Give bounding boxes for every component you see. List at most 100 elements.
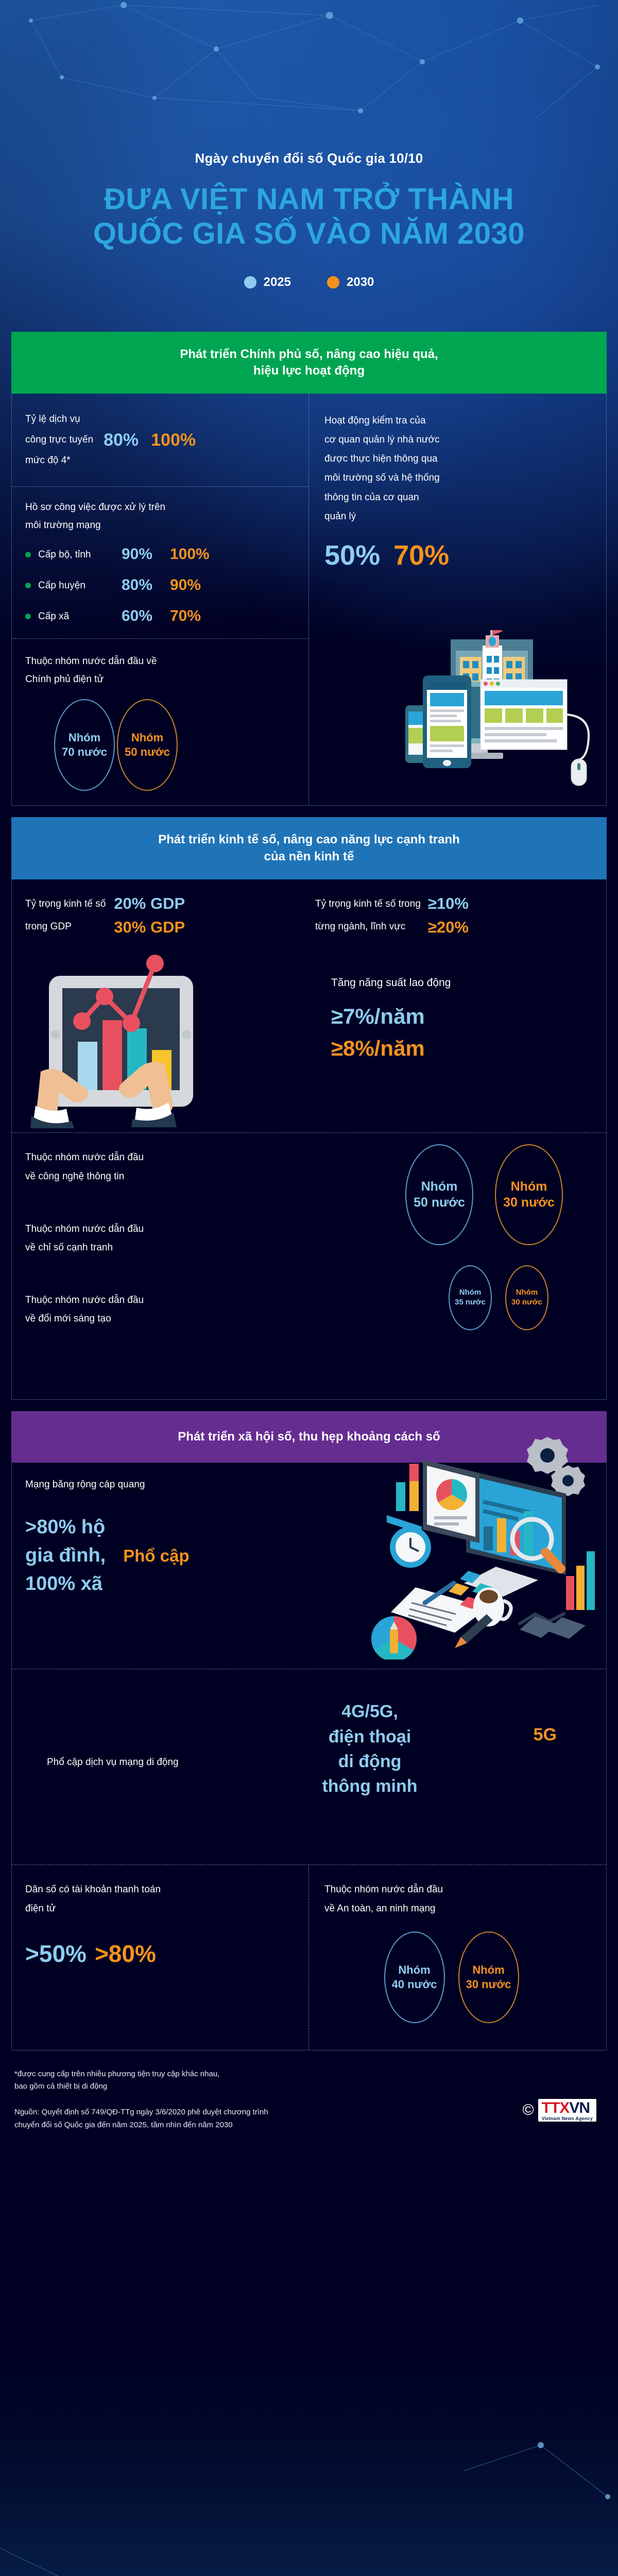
ttxvn-logo: © TTXVN Vietnam News Agency [523,2099,596,2122]
metric-gdp-share-2030: 30% GDP [114,918,185,936]
payment-security-block: Dân số có tài khoản thanh toán điện tử >… [12,1865,606,2050]
oval-2025: Nhóm 50 nước [405,1144,473,1246]
label-line-1: Thuộc nhóm nước dẫn đầu [324,1884,443,1895]
oval-line-1: Nhóm [421,1179,458,1194]
metric-fiber-broadband-label: Mạng băng rộng cáp quang [25,1479,145,1490]
logo-ttx: TTX [541,2099,570,2117]
section-1-band-line-2: hiệu lực hoạt động [253,363,365,378]
metric-online-services-2025: 80% [104,430,139,450]
oval-line-1: Nhóm [398,1963,431,1977]
footnote: *được cung cấp trên nhiều phương tiện tr… [14,2068,604,2093]
logo-vn: VN [569,2099,590,2117]
metric-fiber-broadband-2025: >80% hộ gia đình, 100% xã [25,1513,106,1598]
metric-epayment-2025: >50% [25,1940,87,1967]
label-line-5: thông tin của cơ quan [324,492,419,503]
metric-labor-productivity: Tăng năng suất lao động ≥7%/năm ≥8%/năm [12,947,606,1132]
label-line-3: mức độ 4* [25,455,71,466]
bullet-dot-icon [25,551,31,557]
oval-line-2: 30 nước [503,1195,555,1210]
source-line-1: Nguồn: Quyết định số 749/QĐ-TTg ngày 3/6… [14,2108,268,2117]
value-line-3: di động [338,1752,402,1772]
source-line-2: chuyển đổi số Quốc gia đến năm 2025, tầm… [14,2121,233,2130]
label-line-1: Tỷ trọng kinh tế số trong [315,899,421,910]
section-1-right-column: Hoạt động kiểm tra của cơ quan quản lý n… [309,394,606,805]
ranking-it-ovals: Nhóm 50 nước Nhóm 30 nước [405,1144,563,1246]
row-value-2025: 90% [122,546,153,563]
bullet-dot-icon [25,613,31,619]
legend-item-2025: 2025 [244,275,291,290]
row-value-2030: 70% [170,607,201,625]
oval-line-1: Nhóm [516,1288,538,1297]
section-1-left-column: Tỷ lệ dịch vụ công trực tuyến mức độ 4* … [12,394,309,806]
section-2-band: Phát triển kinh tế số, nâng cao năng lực… [11,817,607,880]
metric-labor-productivity-2030: ≥8%/năm [331,1036,425,1061]
metric-mobile-network-label: Phổ cập dịch vụ mạng di động [47,1757,179,1768]
metric-state-inspection: Hoạt động kiểm tra của cơ quan quản lý n… [309,394,606,571]
metric-sector-share-2025: ≥10% [427,894,469,912]
label-line-1: Thuộc nhóm nước dẫn đầu về [25,656,157,667]
oval-2025: Nhóm 40 nước [384,1931,445,2023]
row-value-2025: 80% [122,577,153,594]
label-line-2: môi trường mạng [25,520,101,531]
legend-dot-2025 [244,276,256,289]
metric-work-records: Hồ sơ công việc được xử lý trên môi trườ… [12,487,308,639]
metric-cybersecurity-label: Thuộc nhóm nước dẫn đầu về An toàn, an n… [324,1880,594,1918]
label-line-1: Hoạt động kiểm tra của [324,415,426,427]
oval-line-2: 30 nước [511,1298,542,1307]
label-line-2: cơ quan quản lý nhà nước [324,434,440,446]
row-label: Cấp xã [38,611,70,622]
section-xa-hoi-so: Phát triển xã hội số, thu hẹp khoảng các… [11,1411,607,2051]
source-note: Nguồn: Quyết định số 749/QĐ-TTg ngày 3/6… [14,2106,604,2132]
oval-line-1: Nhóm [510,1179,547,1194]
row-value-2030: 100% [170,546,210,563]
section-1-body: Tỷ lệ dịch vụ công trực tuyến mức độ 4* … [11,394,607,806]
metric-mobile-network-2030: 5G [533,1725,557,1745]
rankings-block: Thuộc nhóm nước dẫn đầu về công nghệ thô… [12,1132,606,1342]
section-3-band: Phát triển xã hội số, thu hẹp khoảng các… [11,1411,607,1463]
network-graphic-bottom [0,2442,610,2576]
label-line-1: Thuộc nhóm nước dẫn đầu [25,1294,144,1306]
ranking-competitiveness-label: Thuộc nhóm nước dẫn đầu về chỉ số cạnh t… [25,1220,320,1257]
value-line-3: 100% xã [25,1573,103,1595]
oval-2030: Nhóm 30 nước [495,1144,563,1246]
oval-line-2: 70 nước [62,745,107,758]
metric-online-services-2030: 100% [151,430,196,450]
oval-line-2: 50 nước [414,1195,465,1210]
footnote-line-1: *được cung cấp trên nhiều phương tiện tr… [14,2070,220,2079]
label-line-3: được thực hiện thông qua [324,453,438,465]
oval-2025: Nhóm 70 nước [54,699,115,791]
row-value-2025: 60% [122,607,153,625]
network-graphic-top [29,2,600,119]
section-2-band-line-1: Phát triển kinh tế số, nâng cao năng lực… [158,833,460,847]
metric-mobile-network: Phổ cập dịch vụ mạng di động 4G/5G, điện… [12,1669,606,1865]
label-line-1: Thuộc nhóm nước dẫn đầu [25,1223,144,1234]
row-value-2030: 90% [170,577,201,594]
oval-line-2: 50 nước [125,745,170,758]
metric-work-records-label: Hồ sơ công việc được xử lý trên môi trườ… [25,498,296,534]
header: Ngày chuyển đổi số Quốc gia 10/10 ĐƯA VI… [0,0,618,290]
footnote-line-2: bao gồm cả thiết bị di động [14,2082,108,2091]
metric-fiber-broadband: Mạng băng rộng cáp quang >80% hộ gia đìn… [12,1437,606,1669]
oval-2030: Nhóm 50 nước [117,699,178,791]
oval-line-2: 40 nước [391,1977,437,1991]
metric-cybersecurity: Thuộc nhóm nước dẫn đầu về An toàn, an n… [309,1865,606,2050]
metric-gdp-share-label: Tỷ trọng kinh tế số trong GDP [25,893,106,938]
metric-gdp-share-2025: 20% GDP [114,894,185,912]
egov-devices-illustration [405,630,590,786]
label-line-1: Tỷ trọng kinh tế số [25,899,106,910]
bullet-dot-icon [25,582,31,588]
page-title: ĐƯA VIỆT NAM TRỞ THÀNH QUỐC GIA SỐ VÀO N… [0,182,618,251]
oval-line-1: Nhóm [472,1963,505,1977]
label-line-1: Hồ sơ công việc được xử lý trên [25,501,166,513]
egov-oval-group: Nhóm 70 nước Nhóm 50 nước [25,699,296,791]
oval-line-1: Nhóm [459,1288,482,1297]
oval-2030: Nhóm 30 nước [505,1265,548,1331]
metric-labor-productivity-block: Tăng năng suất lao động ≥7%/năm ≥8%/năm [331,975,451,1061]
metric-labor-productivity-label: Tăng năng suất lao động [331,977,451,989]
section-kinh-te-so: Phát triển kinh tế số, nâng cao năng lực… [11,817,607,1400]
section-1-band: Phát triển Chính phủ số, nâng cao hiệu q… [11,331,607,394]
metric-epayment-2030: >80% [94,1940,156,1967]
metric-online-services-label: Tỷ lệ dịch vụ công trực tuyến mức độ 4* [25,409,93,471]
oval-line-2: 35 nước [455,1298,486,1307]
row-label: Cấp huyện [38,580,85,591]
